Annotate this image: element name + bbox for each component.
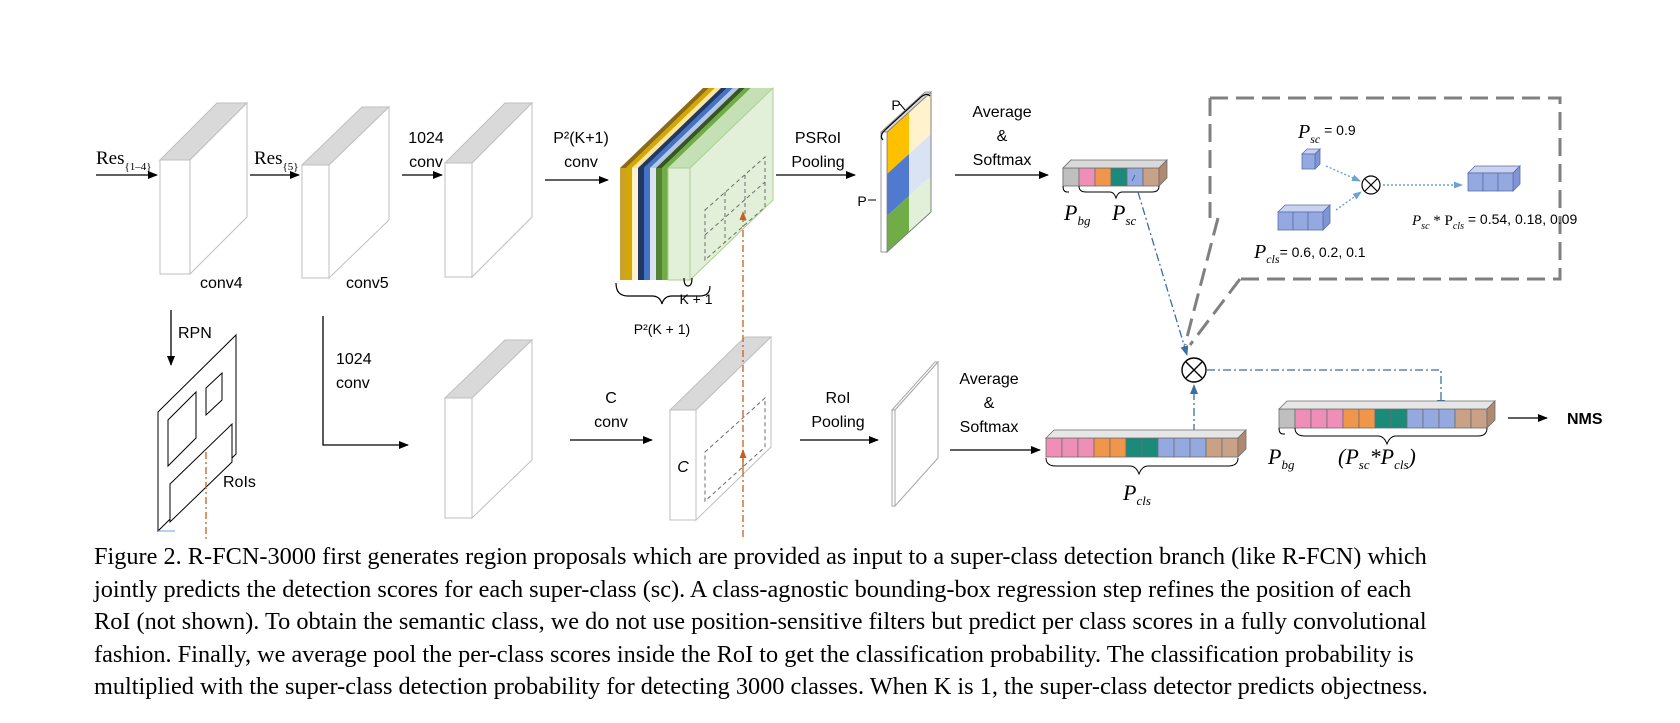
label-conv1024-bot-b: conv bbox=[336, 375, 370, 392]
conv1024-bottom-block bbox=[443, 338, 534, 520]
label-c-conv-b: conv bbox=[594, 414, 628, 431]
label-psroi-a: PSRoI bbox=[795, 130, 841, 147]
label-psc-times-pcls: (Psc*Pcls) bbox=[1338, 444, 1416, 472]
caption-line: Figure 2. R-FCN-3000 first generates reg… bbox=[94, 543, 1427, 570]
rfcn-3000-architecture-diagram: Res{1–4} Res{5} conv4 conv5 1024 conv P²… bbox=[96, 86, 1603, 540]
label-psroi-b: Pooling bbox=[791, 154, 844, 171]
label-avg-top-a: Average bbox=[972, 104, 1031, 121]
label-conv1024-bot-a: 1024 bbox=[336, 351, 372, 368]
roi-feedback-path bbox=[205, 211, 747, 540]
figure-caption: Figure 2. R-FCN-3000 first generates reg… bbox=[94, 541, 1594, 704]
label-p-bg-output: Pbg bbox=[1267, 444, 1295, 472]
pcls-vector bbox=[1045, 429, 1247, 476]
rois-image bbox=[157, 333, 237, 533]
label-res5: Res{5} bbox=[254, 148, 299, 173]
label-inset-pcls: Pcls= 0.6, 0.2, 0.1 bbox=[1253, 241, 1366, 266]
label-inset-product: Psc * Pcls = 0.54, 0.18, 0.09 bbox=[1411, 211, 1577, 232]
roi-pooled-map bbox=[890, 360, 940, 508]
multiply-node bbox=[1181, 357, 1207, 383]
psroi-pooled-map bbox=[868, 90, 933, 254]
inset-box bbox=[1183, 96, 1562, 346]
label-p2k1-conv-b: conv bbox=[564, 154, 598, 171]
caption-line: RoI (not shown). To obtain the semantic … bbox=[94, 608, 1427, 635]
label-p-top: P bbox=[891, 97, 900, 113]
label-avg-top-c: Softmax bbox=[973, 152, 1032, 169]
label-avg-bot-a: Average bbox=[959, 371, 1018, 388]
position-sensitive-score-maps bbox=[620, 86, 774, 282]
label-k-plus-1: K + 1 bbox=[679, 291, 712, 307]
brace-score-maps bbox=[615, 277, 711, 305]
label-nms: NMS bbox=[1567, 411, 1603, 428]
label-p2k1-brace: P²(K + 1) bbox=[634, 321, 690, 337]
label-roi-pool-b: Pooling bbox=[811, 414, 864, 431]
label-c-conv-a: C bbox=[605, 390, 617, 407]
label-res14: Res{1–4} bbox=[96, 148, 152, 173]
c-conv-block bbox=[668, 335, 773, 522]
label-conv5: conv5 bbox=[346, 275, 389, 292]
label-avg-bot-b: & bbox=[984, 395, 995, 412]
label-conv1024-top-b: conv bbox=[409, 154, 443, 171]
label-conv1024-top-a: 1024 bbox=[408, 130, 444, 147]
label-roi-pool-a: RoI bbox=[826, 390, 851, 407]
label-rpn: RPN bbox=[178, 325, 212, 342]
output-vector bbox=[1278, 400, 1496, 446]
label-avg-bot-c: Softmax bbox=[960, 419, 1019, 436]
conv5-block bbox=[300, 105, 391, 280]
arrow-conv1024-bottom bbox=[322, 316, 409, 449]
label-inset-psc: Psc = 0.9 bbox=[1297, 121, 1356, 146]
conv4-block bbox=[158, 101, 249, 276]
caption-line: jointly predicts the detection scores fo… bbox=[94, 575, 1412, 603]
label-rois: RoIs bbox=[223, 474, 256, 491]
caption-line: multiplied with the super-class detectio… bbox=[94, 673, 1428, 700]
arrow-psc-to-multiply bbox=[1137, 191, 1189, 356]
label-p2k1-conv-a: P²(K+1) bbox=[553, 130, 609, 147]
label-p-cls: Pcls bbox=[1122, 480, 1151, 508]
label-conv4: conv4 bbox=[200, 275, 243, 292]
arrow-multiply-to-output bbox=[1207, 369, 1445, 410]
label-avg-top-b: & bbox=[997, 128, 1008, 145]
label-p-left: P bbox=[857, 193, 866, 209]
top-score-vector bbox=[1062, 159, 1168, 200]
conv1024-top-block bbox=[443, 101, 534, 279]
label-c: C bbox=[677, 459, 689, 476]
label-p-sc: Psc bbox=[1111, 200, 1137, 228]
label-p-bg: Pbg bbox=[1063, 200, 1091, 228]
caption-line: fashion. Finally, we average pool the pe… bbox=[94, 640, 1414, 668]
